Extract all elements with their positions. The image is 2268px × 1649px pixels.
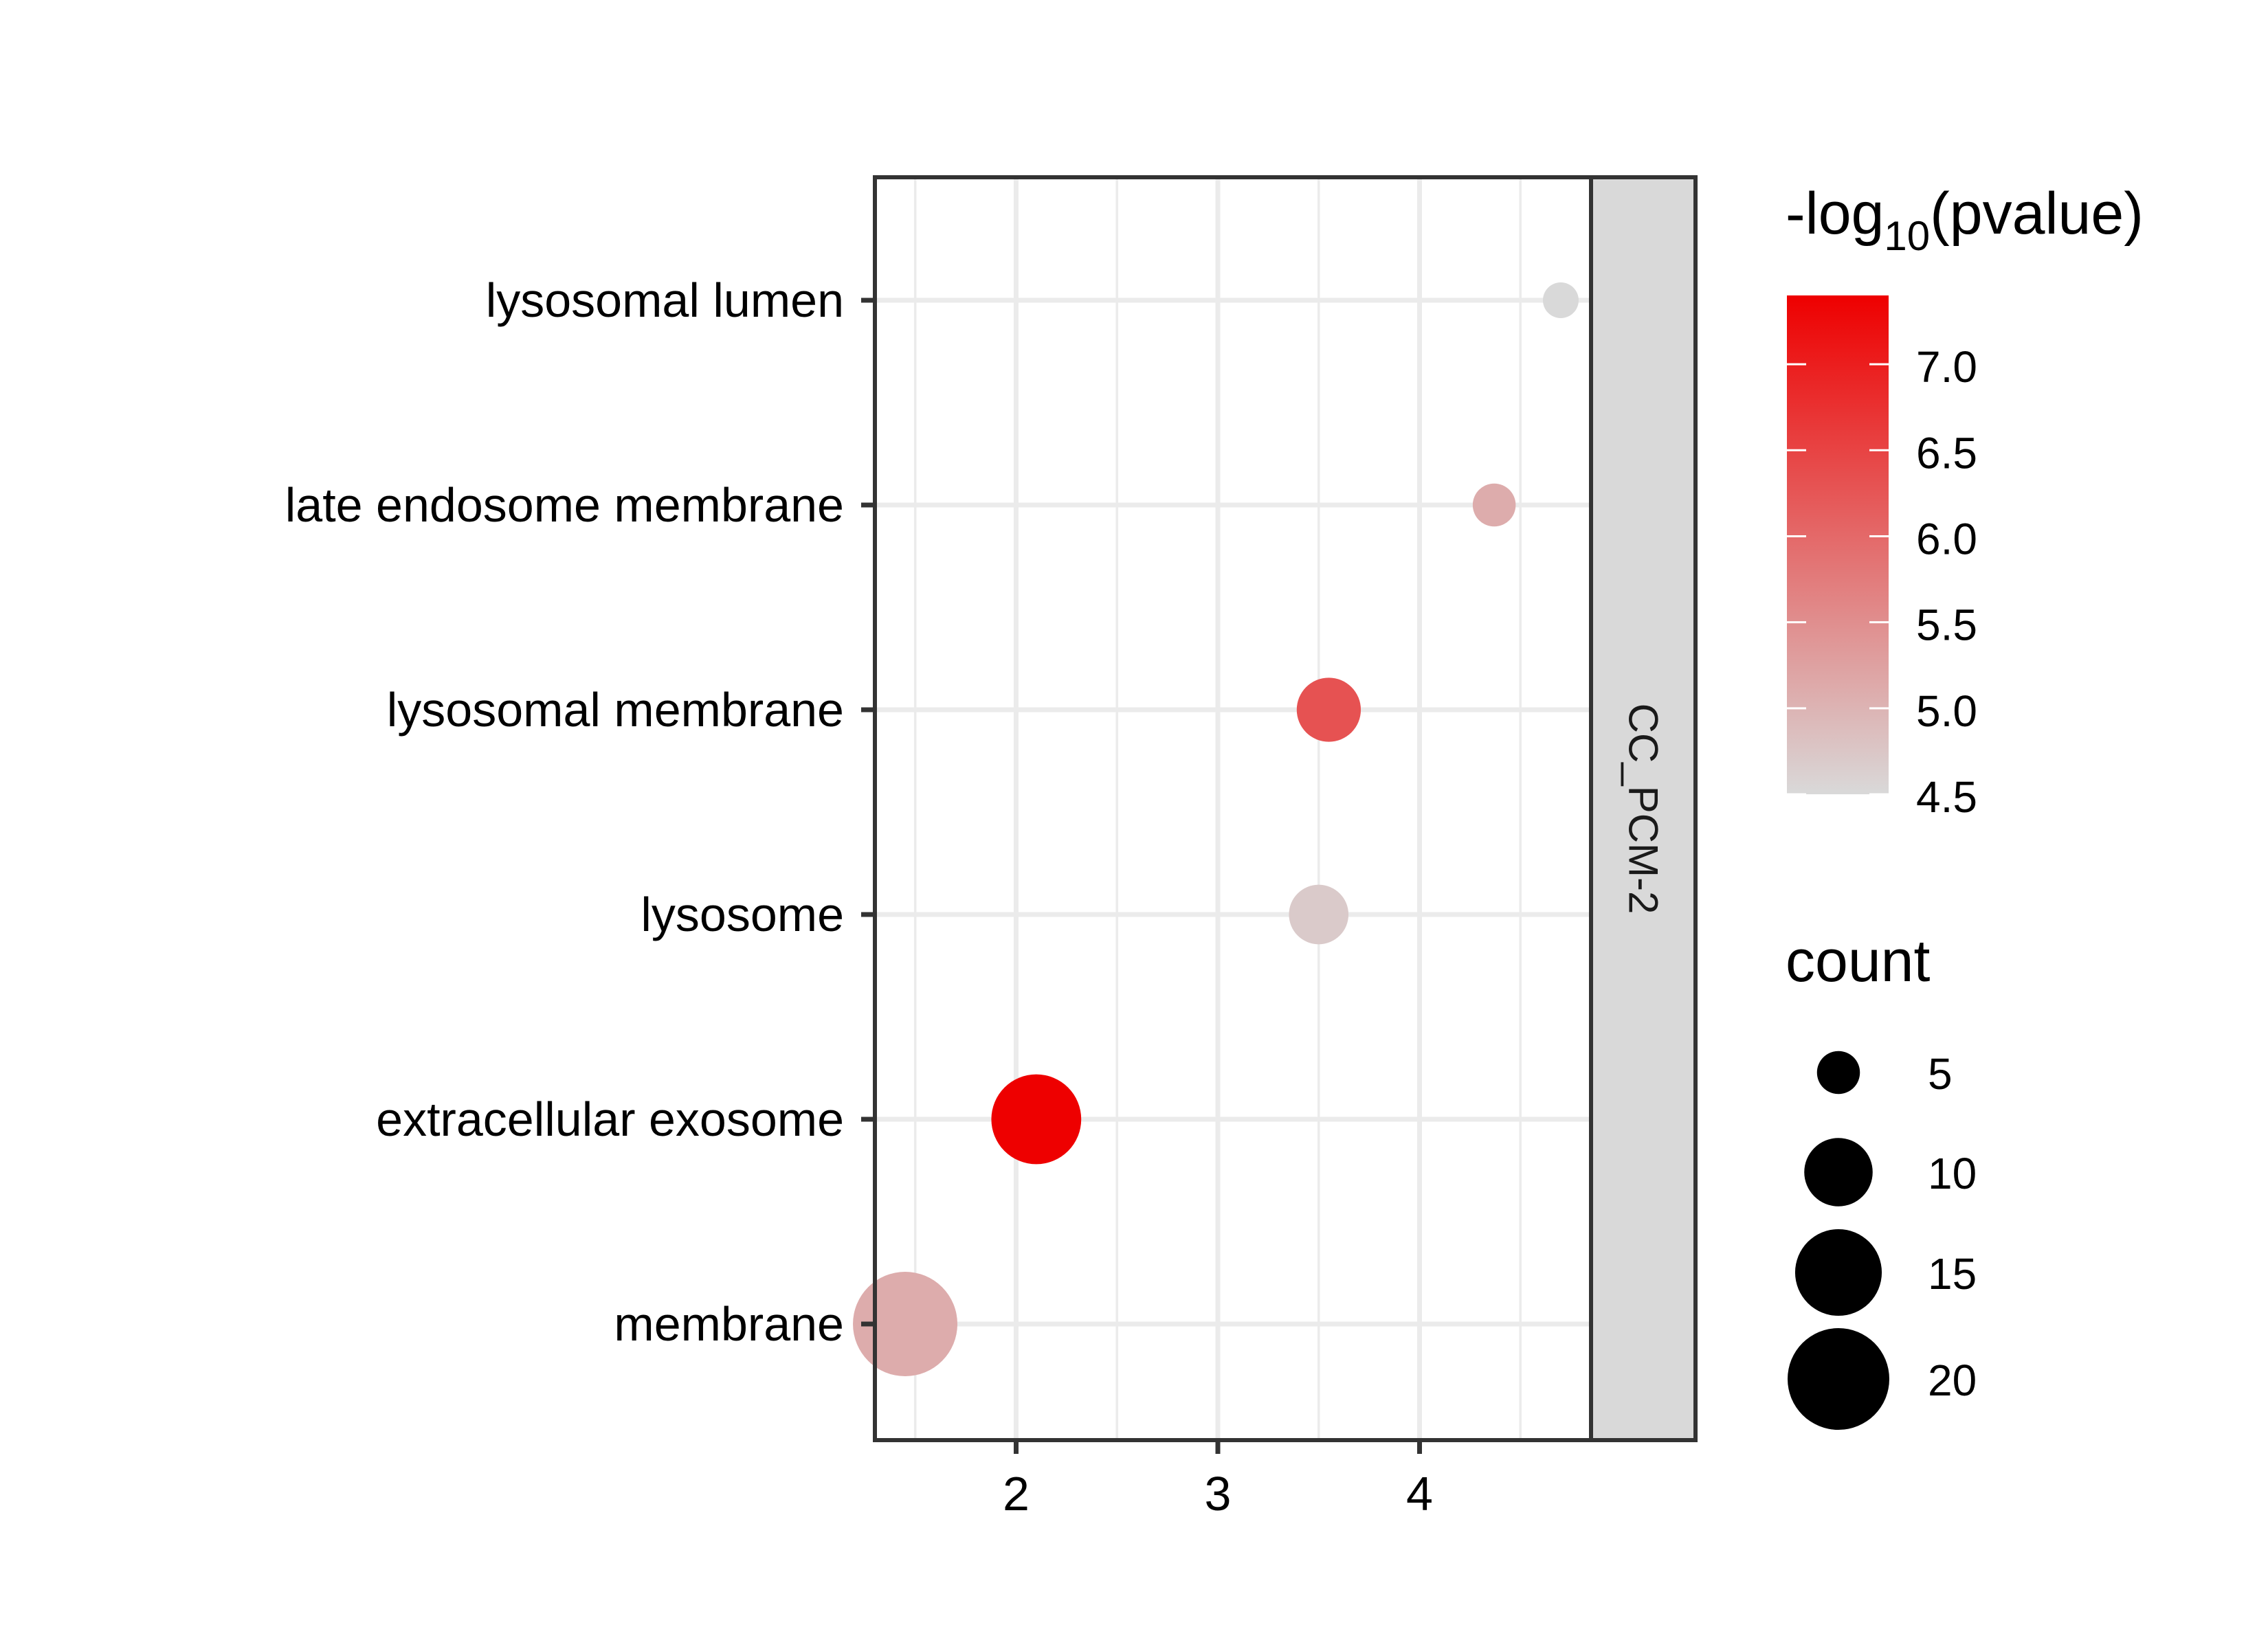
colorbar-tick-label: 6.5 <box>1916 428 1977 478</box>
size-legend-key <box>1804 1138 1873 1207</box>
x-tick-label: 3 <box>1205 1467 1232 1521</box>
data-point <box>853 1272 958 1376</box>
size-legend-label: 5 <box>1928 1049 1953 1099</box>
x-tick-label: 2 <box>1003 1467 1030 1521</box>
data-point <box>1472 483 1516 527</box>
color-legend-title: -log10(pvalue) <box>1786 181 2144 259</box>
x-axis: 2 3 4 <box>875 1438 1696 1521</box>
y-tick-label: lysosome <box>641 888 844 941</box>
size-legend-title: count <box>1786 928 1930 994</box>
size-legend-entries: 5 10 15 20 <box>1788 1049 1977 1430</box>
data-point <box>1542 282 1579 318</box>
data-point <box>1296 677 1361 742</box>
y-tick-label: late endosome membrane <box>285 478 844 532</box>
color-legend-title-suffix: (pvalue) <box>1930 181 2144 247</box>
y-tick-label: extracellular exosome <box>376 1092 844 1146</box>
facet-strip-label: CC_PCM-2 <box>1621 704 1667 915</box>
size-legend-label: 20 <box>1928 1356 1977 1405</box>
size-legend-key <box>1816 1051 1860 1095</box>
x-tick-label: 4 <box>1406 1467 1433 1521</box>
size-legend-label: 10 <box>1928 1149 1977 1198</box>
points-layer <box>853 282 1579 1376</box>
color-legend-title-prefix: -log <box>1786 181 1884 247</box>
data-point <box>1289 884 1349 945</box>
size-legend: count 5 10 15 20 <box>1786 928 1977 1430</box>
colorbar-tick-label: 7.0 <box>1916 342 1977 392</box>
colorbar-tick-label: 4.5 <box>1916 772 1977 822</box>
size-legend-label: 15 <box>1928 1249 1977 1299</box>
y-tick-label: lysosomal lumen <box>486 273 844 327</box>
panel-border <box>873 175 1593 1442</box>
colorbar-tick-label: 5.5 <box>1916 601 1977 650</box>
data-point <box>991 1074 1082 1165</box>
colorbar-ticks: 7.0 6.5 6.0 5.5 5.0 4.5 <box>1787 342 1977 822</box>
colorbar-tick-label: 6.0 <box>1916 514 1977 563</box>
y-tick-label: membrane <box>614 1297 844 1351</box>
color-legend: -log10(pvalue) 7.0 6.5 6.0 5.5 5.0 4.5 <box>1786 181 2144 822</box>
colorbar-tick-label: 5.0 <box>1916 686 1977 736</box>
y-tick-label: lysosomal membrane <box>387 683 844 737</box>
color-legend-title-subscript: 10 <box>1884 213 1930 259</box>
y-axis: lysosomal lumen late endosome membrane lys… <box>285 273 875 1351</box>
facet-strip-box <box>1589 175 1698 1442</box>
facet-strip: CC_PCM-2 <box>1589 175 1698 1442</box>
size-legend-key <box>1794 1229 1882 1316</box>
panel-grid <box>875 177 1591 1440</box>
size-legend-key <box>1788 1328 1889 1430</box>
colorbar <box>1787 295 1889 794</box>
